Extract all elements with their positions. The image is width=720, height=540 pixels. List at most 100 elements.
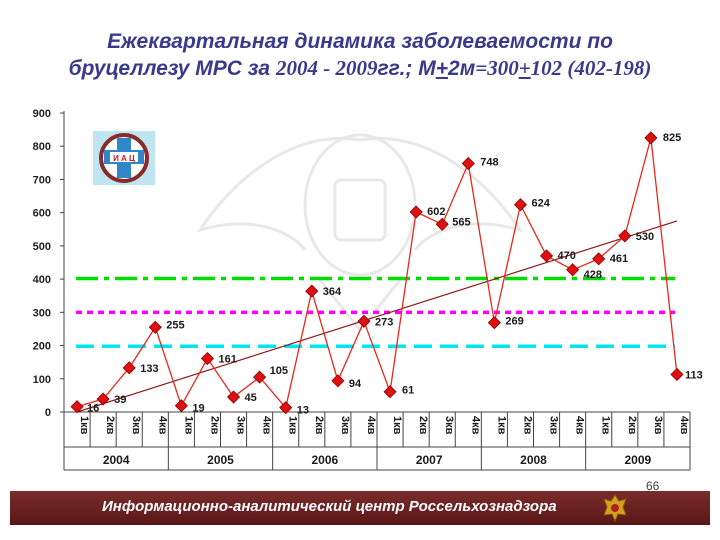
category-label: 3кв — [130, 416, 142, 435]
data-label: 61 — [402, 385, 414, 397]
data-label: 273 — [375, 316, 393, 328]
data-label: 565 — [452, 216, 470, 228]
data-point — [174, 399, 188, 413]
data-label: 161 — [218, 354, 236, 366]
title-part-a: бруцеллезу МРС за — [68, 57, 276, 80]
category-label: 1кв — [391, 416, 403, 435]
data-point — [539, 249, 554, 263]
data-point — [357, 314, 371, 328]
title-line-2: бруцеллезу МРС за 2004 - 2009гг.; М+2м=3… — [0, 55, 720, 82]
year-label: 2005 — [207, 453, 234, 467]
y-tick-label: 300 — [33, 307, 51, 319]
y-tick-label: 500 — [33, 241, 51, 253]
eagle-emblem-icon — [602, 493, 628, 528]
y-tick-label: 0 — [45, 407, 51, 419]
data-label: 530 — [636, 231, 654, 243]
data-label: 39 — [114, 394, 126, 406]
data-point — [513, 198, 528, 212]
category-label: 1кв — [182, 416, 194, 435]
series-group: 16 39 133 255 19 161 45 105 13 364 94 273 61 602 565 74… — [70, 131, 703, 417]
data-point — [670, 367, 684, 382]
category-label: 3кв — [652, 416, 664, 435]
category-label: 2кв — [208, 416, 220, 435]
title-years: 2004 - 2009 — [275, 56, 378, 80]
data-label: 428 — [584, 269, 602, 281]
emblem-watermark — [196, 133, 524, 333]
data-point — [122, 361, 136, 375]
data-label: 45 — [245, 392, 257, 404]
category-label: 1кв — [495, 416, 507, 435]
y-tick-label: 400 — [33, 274, 51, 286]
data-point — [253, 370, 267, 384]
data-point — [226, 390, 241, 404]
title-line-1: Ежеквартальная динамика заболеваемости п… — [107, 30, 613, 53]
data-label: 133 — [140, 363, 158, 375]
data-label: 602 — [427, 206, 445, 218]
category-label: 3кв — [235, 416, 247, 435]
year-label: 2008 — [520, 453, 547, 467]
year-label: 2006 — [311, 453, 338, 467]
category-label: 1кв — [78, 416, 90, 435]
title-part-b: гг.; М — [377, 57, 436, 80]
data-label: 748 — [480, 156, 498, 168]
title-part-e: 102 (402-198) — [530, 56, 652, 80]
y-tick-label: 600 — [33, 208, 51, 220]
category-label: 4кв — [365, 416, 377, 435]
y-axis-ticks: 0 100 200 300 400 500 600 700 800 900 — [33, 108, 64, 419]
x-axis-categories: 1кв 2кв 3кв 4кв 1кв 2кв 3кв 4кв 1кв 2кв 3кв 4кв 1кв 2… — [64, 412, 691, 470]
data-point — [461, 156, 475, 171]
data-label: 255 — [166, 319, 184, 331]
data-label: 16 — [87, 403, 99, 415]
y-tick-label: 200 — [33, 341, 51, 353]
data-label: 13 — [297, 405, 309, 417]
data-point — [148, 320, 162, 334]
data-label: 113 — [685, 369, 703, 381]
category-label: 2кв — [104, 416, 116, 435]
data-label: 94 — [349, 378, 362, 390]
title-part-d: =300 — [475, 56, 519, 80]
category-label: 4кв — [469, 416, 481, 435]
category-label: 3кв — [339, 416, 351, 435]
data-point — [70, 400, 84, 414]
category-label: 4кв — [156, 416, 168, 435]
x-axis-years: 2004 2005 2006 2007 2008 2009 — [103, 453, 652, 467]
year-label: 2007 — [416, 453, 443, 467]
data-label: 19 — [192, 403, 204, 415]
trend-line-group — [76, 220, 678, 413]
title-plusminus-2: + — [518, 56, 531, 80]
title-plusminus-1: + — [435, 57, 449, 80]
category-label: 4кв — [678, 416, 690, 435]
category-label: 1кв — [287, 416, 299, 435]
y-tick-label: 700 — [33, 174, 51, 186]
category-label: 2кв — [417, 416, 429, 435]
data-label: 624 — [531, 198, 550, 210]
category-label: 3кв — [443, 416, 455, 435]
reference-lines — [76, 276, 675, 348]
data-label: 825 — [663, 132, 681, 144]
footer-bar: Информационно-аналитический центр Россел… — [10, 491, 710, 525]
logo-text: И А Ц — [113, 154, 135, 163]
category-label: 2кв — [626, 416, 638, 435]
data-point — [200, 351, 215, 366]
data-point — [383, 385, 397, 399]
data-label: 461 — [610, 253, 628, 265]
data-label: 364 — [323, 286, 342, 298]
data-point — [435, 217, 449, 231]
data-label: 269 — [505, 316, 523, 328]
category-label: 4кв — [261, 416, 273, 435]
category-label: 2кв — [313, 416, 325, 435]
data-point — [305, 284, 319, 298]
y-tick-label: 100 — [33, 374, 51, 386]
data-point — [644, 131, 658, 145]
data-point — [618, 229, 632, 243]
category-label: 2кв — [521, 416, 533, 435]
chart-canvas: 0 100 200 300 400 500 600 700 800 900 16 39 133 255 1… — [33, 108, 703, 471]
trend-line — [76, 220, 678, 413]
data-point — [96, 392, 110, 406]
chart-title: Ежеквартальная динамика заболеваемости п… — [0, 28, 720, 82]
year-label: 2009 — [624, 453, 651, 467]
data-point — [279, 401, 293, 415]
y-tick-label: 800 — [33, 141, 51, 153]
y-tick-label: 900 — [33, 108, 51, 120]
page-number: 66 — [646, 479, 660, 493]
